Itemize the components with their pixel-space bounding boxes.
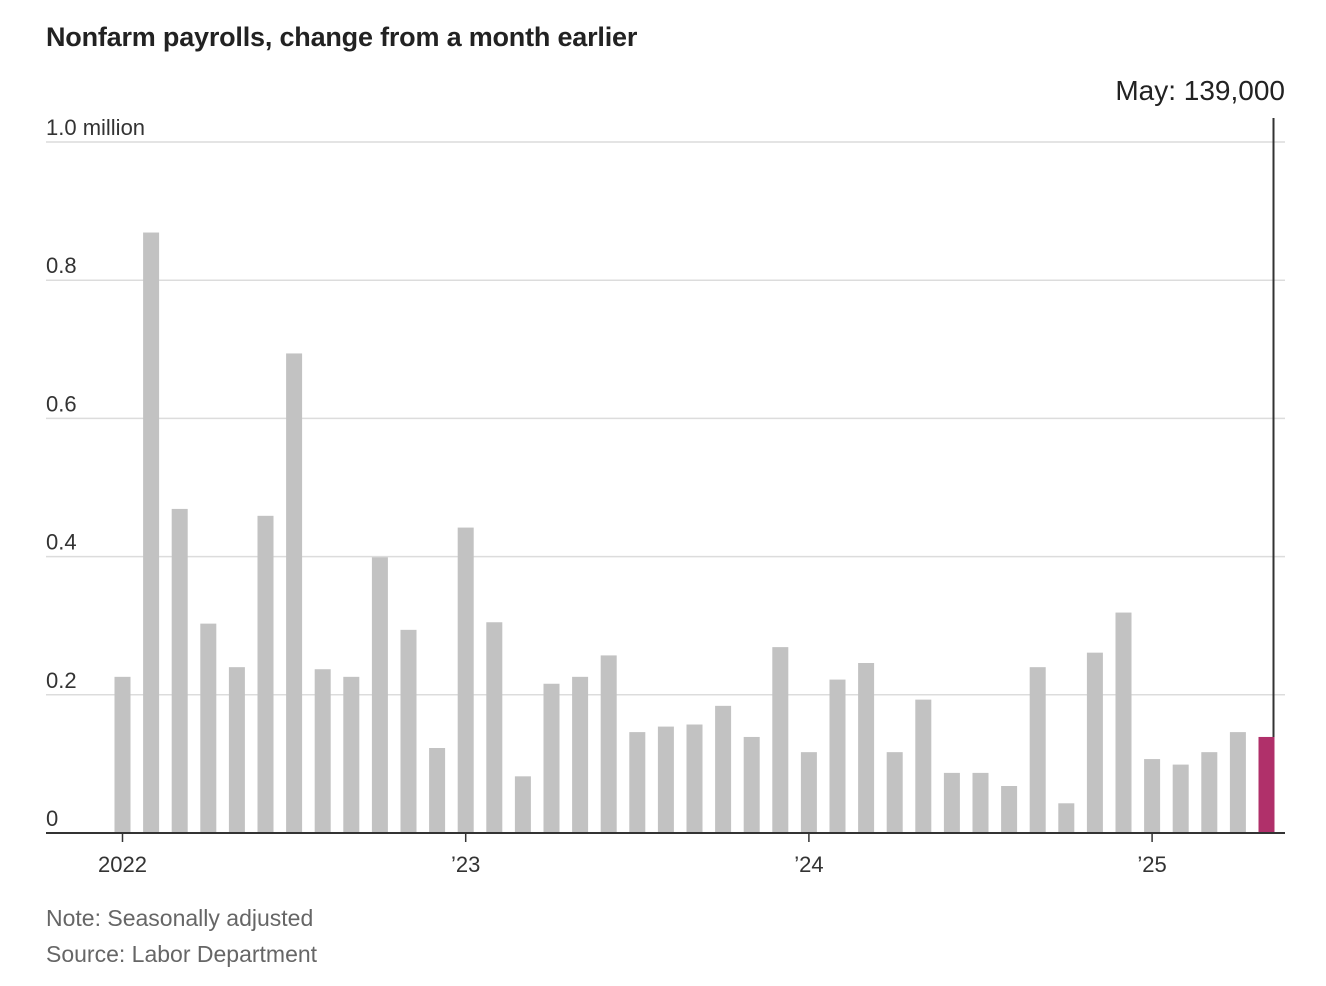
bar (143, 232, 160, 833)
chart-title: Nonfarm payrolls, change from a month ea… (46, 22, 638, 52)
bar (829, 679, 846, 833)
bar (1058, 803, 1075, 833)
bar-chart: 0 0.2 0.4 0.6 0.8 1.0 million 2022 ’23 ’24 ’25 M… (46, 75, 1285, 877)
bars (114, 232, 1275, 833)
bar (800, 752, 817, 833)
bar (171, 508, 188, 833)
source-text: Source: Labor Department (46, 941, 318, 967)
bar (686, 724, 703, 833)
y-tick-label: 0.2 (46, 668, 77, 693)
bar (314, 669, 331, 833)
x-tick-label: 2022 (98, 852, 147, 877)
bar (1001, 786, 1018, 833)
bar (400, 629, 417, 833)
bar (1201, 752, 1218, 833)
bar (429, 748, 446, 833)
bar (886, 752, 903, 833)
bar (543, 683, 560, 833)
bar (1144, 759, 1161, 833)
bar (743, 736, 760, 833)
bar (915, 699, 932, 833)
bar (457, 527, 474, 833)
bar (1086, 652, 1103, 833)
bar (200, 623, 217, 833)
bar (1115, 612, 1132, 833)
bar (858, 663, 875, 833)
x-tick-label: ’25 (1137, 852, 1166, 877)
bar (114, 676, 131, 833)
bar (1172, 764, 1189, 833)
y-tick-label: 0.6 (46, 391, 77, 416)
bar (371, 557, 388, 833)
x-tick-label: ’23 (451, 852, 480, 877)
y-tick-label: 0.4 (46, 530, 77, 555)
bar (286, 353, 303, 833)
bar (943, 772, 960, 833)
bar (715, 705, 732, 833)
annotation: May: 139,000 (1115, 75, 1285, 737)
bar (1029, 667, 1046, 833)
y-axis-labels: 0 0.2 0.4 0.6 0.8 1.0 million (46, 115, 145, 831)
bar (657, 726, 674, 833)
gridlines (46, 141, 1285, 696)
x-tick-label: ’24 (794, 852, 823, 877)
bar (514, 776, 531, 833)
y-tick-label: 0 (46, 806, 58, 831)
bar (572, 676, 589, 833)
annotation-label: May: 139,000 (1115, 75, 1285, 106)
x-axis: 2022 ’23 ’24 ’25 (46, 832, 1285, 877)
bar-highlight (1258, 736, 1275, 833)
y-tick-label: 1.0 million (46, 115, 145, 140)
bar (629, 732, 646, 833)
note-text: Note: Seasonally adjusted (46, 905, 314, 931)
bar (343, 676, 360, 833)
bar (1229, 732, 1246, 833)
bar (486, 622, 503, 833)
bar (600, 655, 617, 833)
y-tick-label: 0.8 (46, 253, 77, 278)
bar (228, 667, 245, 833)
bar (972, 772, 989, 833)
bar (257, 515, 274, 833)
bar (772, 647, 789, 833)
